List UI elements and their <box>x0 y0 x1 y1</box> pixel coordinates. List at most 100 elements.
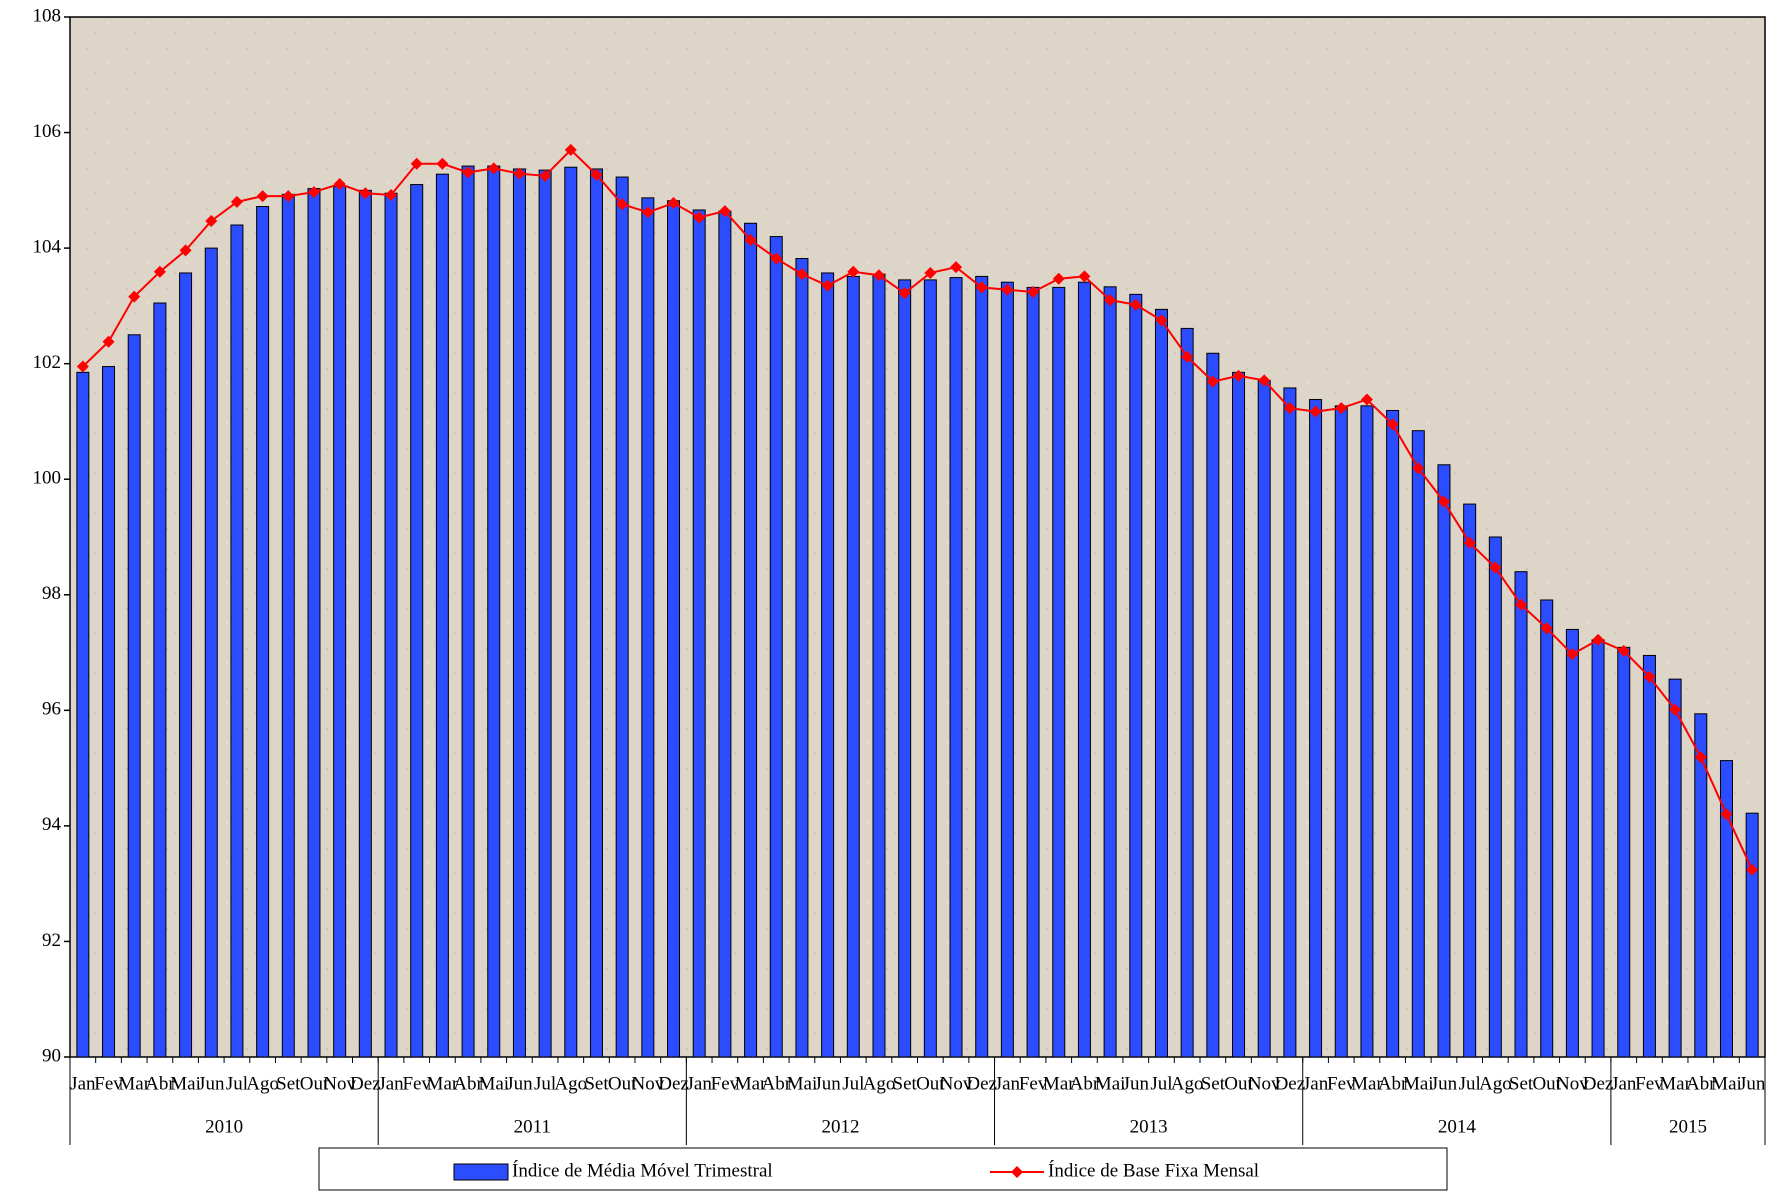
bar <box>1180 327 1194 1058</box>
year-label: 2010 <box>205 1116 243 1137</box>
bar <box>1052 286 1066 1058</box>
marker <box>1592 633 1605 646</box>
x-tick-label: Ago <box>246 1073 279 1094</box>
marker <box>1335 402 1348 415</box>
x-tick-label: Mar <box>427 1073 459 1094</box>
bar <box>589 168 603 1058</box>
bar <box>949 277 963 1058</box>
y-tick-label: 94 <box>42 814 62 835</box>
bar <box>102 366 116 1058</box>
x-tick-label: Jun <box>814 1073 841 1094</box>
x-tick-label: Set <box>893 1073 918 1094</box>
x-tick-label: Mai <box>170 1073 201 1094</box>
marker <box>1669 703 1682 716</box>
x-tick-label: Set <box>1201 1073 1226 1094</box>
bar <box>744 222 758 1058</box>
bar <box>718 210 732 1058</box>
marker <box>1643 670 1656 683</box>
bar <box>1386 409 1400 1058</box>
marker <box>1489 561 1502 574</box>
marker <box>282 190 295 203</box>
y-tick-label: 108 <box>33 5 62 26</box>
marker <box>898 287 911 300</box>
bar <box>872 273 886 1058</box>
x-tick-label: Fev <box>1327 1073 1356 1094</box>
y-tick-label: 100 <box>33 468 62 489</box>
bar <box>821 272 835 1058</box>
bar <box>1719 760 1733 1058</box>
bar <box>1000 281 1014 1058</box>
legend-swatch <box>453 1163 509 1181</box>
x-tick-label: Fev <box>94 1073 123 1094</box>
bar <box>564 166 578 1058</box>
marker <box>385 188 398 201</box>
bar <box>461 165 475 1058</box>
marker <box>1104 294 1117 307</box>
marker <box>1386 418 1399 431</box>
x-tick-label: Mai <box>1095 1073 1126 1094</box>
x-tick-label: Dez <box>1275 1073 1306 1094</box>
bar <box>512 168 526 1058</box>
marker <box>1694 751 1707 764</box>
marker <box>513 167 526 180</box>
x-tick-label: Set <box>1509 1073 1534 1094</box>
bar <box>615 176 629 1058</box>
bar <box>1411 430 1425 1058</box>
bar <box>1617 646 1631 1058</box>
marker <box>1181 350 1194 363</box>
marker <box>1078 270 1091 283</box>
marker <box>307 186 320 199</box>
x-tick-label: Abr <box>1686 1073 1716 1094</box>
marker <box>333 177 346 190</box>
x-tick-label: Fev <box>402 1073 431 1094</box>
x-tick-label: Out <box>916 1073 945 1094</box>
x-tick-label: Jan <box>687 1073 713 1094</box>
bar <box>1488 536 1502 1058</box>
x-tick-label: Jun <box>198 1073 225 1094</box>
x-tick-label: Jul <box>842 1073 864 1094</box>
x-tick-label: Out <box>1532 1073 1561 1094</box>
marker <box>102 335 115 348</box>
x-tick-label: Nov <box>631 1073 664 1094</box>
x-tick-label: Fev <box>1635 1073 1664 1094</box>
x-tick-label: Dez <box>658 1073 689 1094</box>
x-tick-label: Out <box>1224 1073 1253 1094</box>
bar <box>692 209 706 1058</box>
marker <box>1206 375 1219 388</box>
marker <box>1283 402 1296 415</box>
x-tick-label: Ago <box>1171 1073 1204 1094</box>
x-tick-label: Jul <box>226 1073 248 1094</box>
x-tick-label: Jan <box>70 1073 96 1094</box>
marker <box>1001 283 1014 296</box>
x-tick-label: Ago <box>554 1073 587 1094</box>
year-label: 2012 <box>821 1116 859 1137</box>
x-tick-label: Jul <box>1459 1073 1481 1094</box>
x-tick-label: Nov <box>323 1073 356 1094</box>
marker <box>1309 405 1322 418</box>
bar <box>667 200 681 1058</box>
bar <box>1540 599 1554 1058</box>
x-tick-label: Set <box>276 1073 301 1094</box>
plot-area <box>69 16 1766 1058</box>
marker <box>1746 863 1759 876</box>
x-tick-label: Nov <box>940 1073 973 1094</box>
x-tick-label: Mai <box>1711 1073 1742 1094</box>
x-tick-label: Fev <box>1019 1073 1048 1094</box>
marker <box>410 157 423 170</box>
marker <box>924 266 937 279</box>
marker <box>1437 495 1450 508</box>
bar <box>1334 405 1348 1058</box>
marker <box>872 269 885 282</box>
bar <box>307 188 321 1058</box>
bar <box>1129 293 1143 1058</box>
bar <box>975 275 989 1058</box>
marker <box>1720 808 1733 821</box>
marker <box>1412 462 1425 475</box>
bar <box>1463 503 1477 1058</box>
marker <box>359 187 372 200</box>
bar <box>1154 308 1168 1058</box>
x-tick-label: Dez <box>966 1073 997 1094</box>
x-tick-label: Jan <box>378 1073 404 1094</box>
marker <box>693 211 706 224</box>
x-tick-label: Mai <box>787 1073 818 1094</box>
